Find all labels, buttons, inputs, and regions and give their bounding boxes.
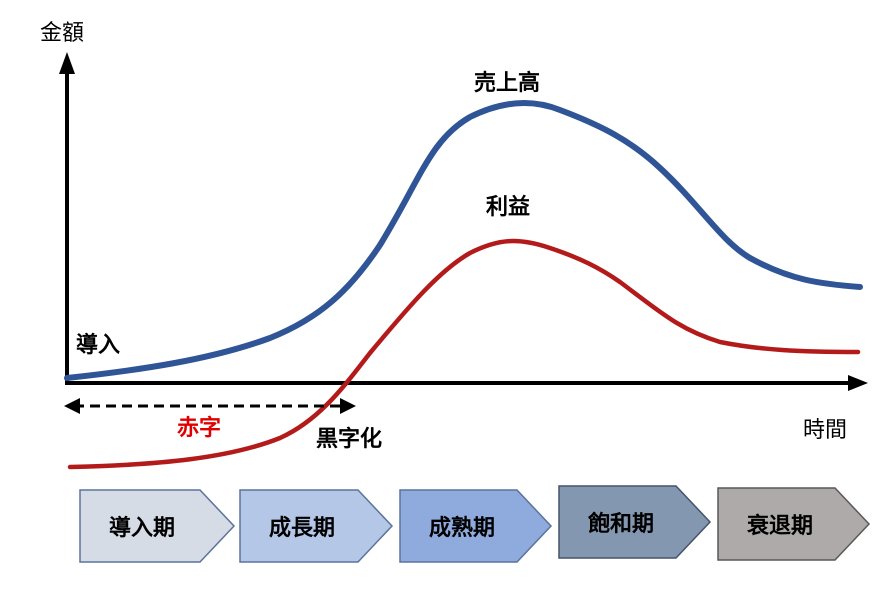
stage-growth-label: 成長期 xyxy=(269,516,335,541)
stage-saturation-label: 飽和期 xyxy=(587,511,654,537)
deficit-arrowhead-left xyxy=(64,398,80,414)
stage-growth: 成長期 xyxy=(240,490,392,562)
y-axis-arrowhead xyxy=(59,52,75,74)
stage-intro: 導入期 xyxy=(80,490,234,562)
intro-label: 導入 xyxy=(76,332,120,358)
deficit-label: 赤字 xyxy=(177,415,221,441)
deficit-arrowhead-right xyxy=(340,398,356,414)
stage-intro-label: 導入期 xyxy=(109,515,175,541)
y-axis-label: 金額 xyxy=(40,21,84,46)
stage-chevrons: 導入期 成長期 成熟期 飽和期 衰退期 xyxy=(80,486,869,562)
stage-maturity-label: 成熟期 xyxy=(429,515,495,541)
x-axis-arrowhead xyxy=(848,375,868,391)
stage-maturity: 成熟期 xyxy=(400,490,551,562)
sales-curve xyxy=(67,103,860,378)
sales-label: 売上高 xyxy=(474,70,540,96)
x-axis-label: 時間 xyxy=(803,418,847,443)
stage-decline-label: 衰退期 xyxy=(746,513,813,539)
turnaround-label: 黒字化 xyxy=(316,426,382,452)
stage-decline: 衰退期 xyxy=(718,488,869,560)
profit-label: 利益 xyxy=(486,194,530,220)
stage-saturation: 飽和期 xyxy=(559,486,710,558)
